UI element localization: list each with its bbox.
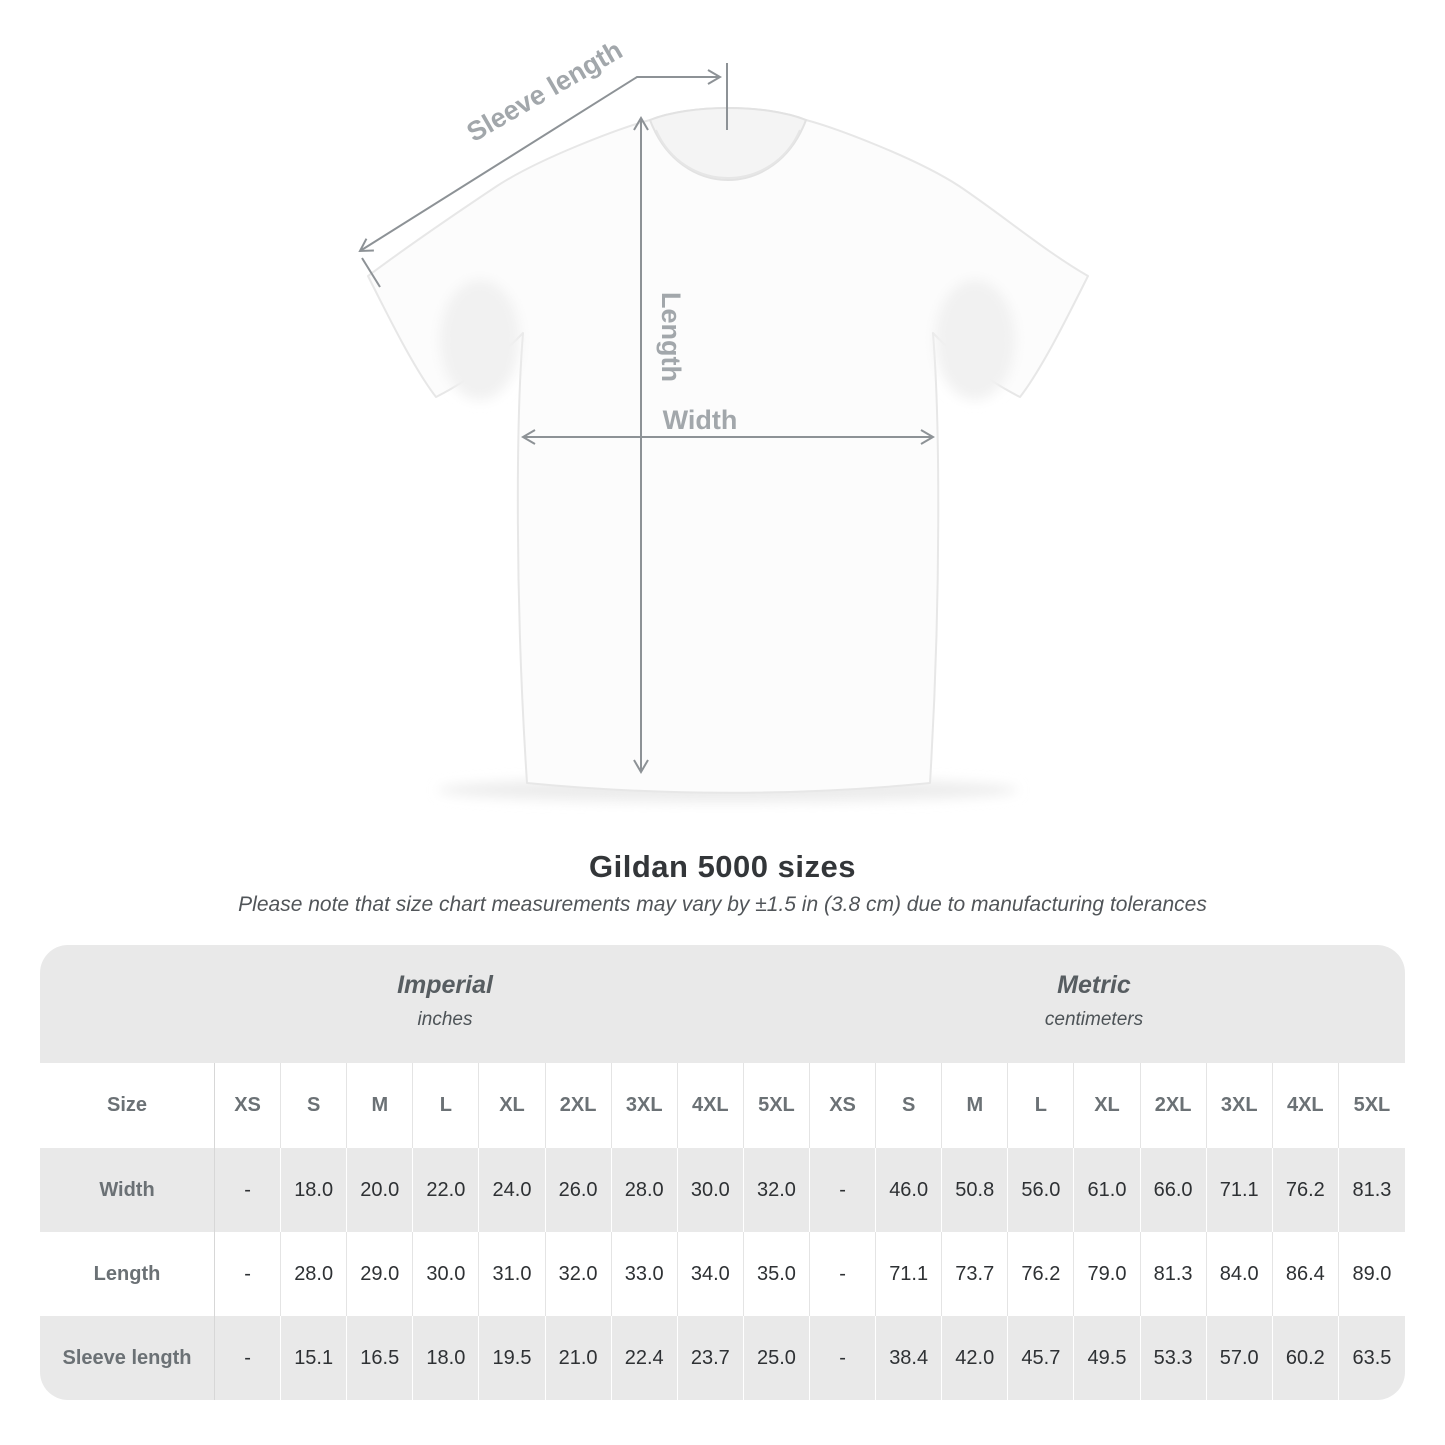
- table-row-width: Width - 18.0 20.0 22.0 24.0 26.0 28.0 30…: [40, 1148, 1405, 1232]
- size-header: XS: [810, 1063, 877, 1148]
- metric-unit: centimeters: [1044, 1009, 1144, 1030]
- value-cell: 76.2: [1008, 1232, 1075, 1316]
- tshirt-graphic: [367, 107, 1089, 794]
- value-cell: 25.0: [744, 1316, 810, 1400]
- unit-header-band: Imperial inches Metric centimeters: [40, 945, 1405, 1063]
- value-cell: 79.0: [1074, 1232, 1141, 1316]
- value-cell: 66.0: [1141, 1148, 1207, 1232]
- value-cell: 30.0: [413, 1232, 480, 1316]
- value-cell: -: [215, 1148, 282, 1232]
- value-cell: 16.5: [347, 1316, 414, 1400]
- value-cell: 22.0: [413, 1148, 480, 1232]
- width-label: Width: [663, 405, 738, 435]
- length-label: Length: [656, 292, 686, 382]
- size-header-row: Size XS S M L XL 2XL 3XL 4XL 5XL XS S M …: [40, 1063, 1405, 1148]
- value-cell: -: [215, 1316, 282, 1400]
- size-table-card: Imperial inches Metric centimeters Size …: [40, 945, 1405, 1400]
- value-cell: 28.0: [281, 1232, 348, 1316]
- value-cell: 57.0: [1207, 1316, 1273, 1400]
- size-header: L: [413, 1063, 480, 1148]
- size-header: XS: [215, 1063, 282, 1148]
- value-cell: 81.3: [1352, 1178, 1392, 1201]
- page-title: Gildan 5000 sizes: [589, 849, 856, 884]
- value-cell: 34.0: [678, 1232, 744, 1316]
- value-cell: 76.2: [1273, 1148, 1339, 1232]
- size-header: XL: [479, 1063, 546, 1148]
- row-label: Length: [40, 1232, 215, 1316]
- value-cell: -: [810, 1316, 877, 1400]
- value-cell: 24.0: [479, 1148, 546, 1232]
- value-cell: 19.5: [479, 1316, 546, 1400]
- metric-label: Metric: [1057, 971, 1131, 999]
- value-cell: 20.0: [347, 1148, 414, 1232]
- value-cell: -: [215, 1232, 282, 1316]
- value-cell: 53.3: [1141, 1316, 1207, 1400]
- imperial-label: Imperial: [397, 971, 493, 999]
- size-header: S: [876, 1063, 943, 1148]
- value-cell: 89.0: [1352, 1262, 1392, 1285]
- size-header: M: [347, 1063, 414, 1148]
- value-cell: 46.0: [876, 1148, 943, 1232]
- size-header: M: [942, 1063, 1009, 1148]
- table-row-sleeve-length: Sleeve length - 15.1 16.5 18.0 19.5 21.0…: [40, 1316, 1405, 1400]
- imperial-unit-group: Imperial inches: [397, 971, 493, 1031]
- value-cell: 84.0: [1207, 1232, 1273, 1316]
- size-header: L: [1008, 1063, 1075, 1148]
- value-cell: 81.3: [1141, 1232, 1207, 1316]
- row-label: Width: [40, 1148, 215, 1232]
- sleeve-length-label: Sleeve length: [462, 35, 628, 148]
- size-header: 2XL: [1141, 1063, 1207, 1148]
- tolerance-note: Please note that size chart measurements…: [238, 893, 1207, 916]
- value-cell: 63.5: [1352, 1346, 1392, 1369]
- value-cell: 86.4: [1273, 1232, 1339, 1316]
- value-cell: 71.1: [1207, 1148, 1273, 1232]
- value-cell: 22.4: [612, 1316, 678, 1400]
- value-cell: 45.7: [1008, 1316, 1075, 1400]
- value-cell: 18.0: [281, 1148, 348, 1232]
- value-cell: 71.1: [876, 1232, 943, 1316]
- value-cell: -: [810, 1148, 877, 1232]
- value-cell: 42.0: [942, 1316, 1009, 1400]
- value-cell: 18.0: [413, 1316, 480, 1400]
- value-cell: 50.8: [942, 1148, 1009, 1232]
- value-cell: 56.0: [1008, 1148, 1075, 1232]
- value-cell: 35.0: [744, 1232, 810, 1316]
- value-cell: 30.0: [678, 1148, 744, 1232]
- size-header: 4XL: [1273, 1063, 1339, 1148]
- sleeve-tip-extension: [361, 257, 381, 288]
- size-header: 3XL: [612, 1063, 678, 1148]
- size-header: 3XL: [1207, 1063, 1273, 1148]
- table-row-length: Length - 28.0 29.0 30.0 31.0 32.0 33.0 3…: [40, 1232, 1405, 1316]
- size-column-header: Size: [40, 1063, 215, 1148]
- dimension-lines: [358, 63, 935, 774]
- size-header: S: [281, 1063, 348, 1148]
- value-cell: 23.7: [678, 1316, 744, 1400]
- value-cell: 26.0: [546, 1148, 612, 1232]
- value-cell: 28.0: [612, 1148, 678, 1232]
- value-cell: 60.2: [1273, 1316, 1339, 1400]
- value-cell: 32.0: [744, 1148, 810, 1232]
- value-cell: 33.0: [612, 1232, 678, 1316]
- value-cell: -: [810, 1232, 877, 1316]
- size-header: 5XL: [744, 1063, 810, 1148]
- value-cell: 61.0: [1074, 1148, 1141, 1232]
- size-header: 2XL: [546, 1063, 612, 1148]
- size-header: 5XL: [1353, 1094, 1391, 1116]
- sleeve-length-arrow: [358, 69, 722, 253]
- value-cell: 31.0: [479, 1232, 546, 1316]
- size-header: 4XL: [678, 1063, 744, 1148]
- size-header: XL: [1074, 1063, 1141, 1148]
- imperial-unit: inches: [417, 1009, 473, 1030]
- row-label: Sleeve length: [40, 1316, 215, 1400]
- metric-unit-group: Metric centimeters: [1045, 971, 1143, 1031]
- value-cell: 21.0: [546, 1316, 612, 1400]
- value-cell: 29.0: [347, 1232, 414, 1316]
- value-cell: 32.0: [546, 1232, 612, 1316]
- value-cell: 49.5: [1074, 1316, 1141, 1400]
- value-cell: 15.1: [281, 1316, 348, 1400]
- value-cell: 38.4: [876, 1316, 943, 1400]
- value-cell: 73.7: [942, 1232, 1009, 1316]
- tshirt-measurement-diagram: Sleeve length Length Width: [358, 35, 1089, 802]
